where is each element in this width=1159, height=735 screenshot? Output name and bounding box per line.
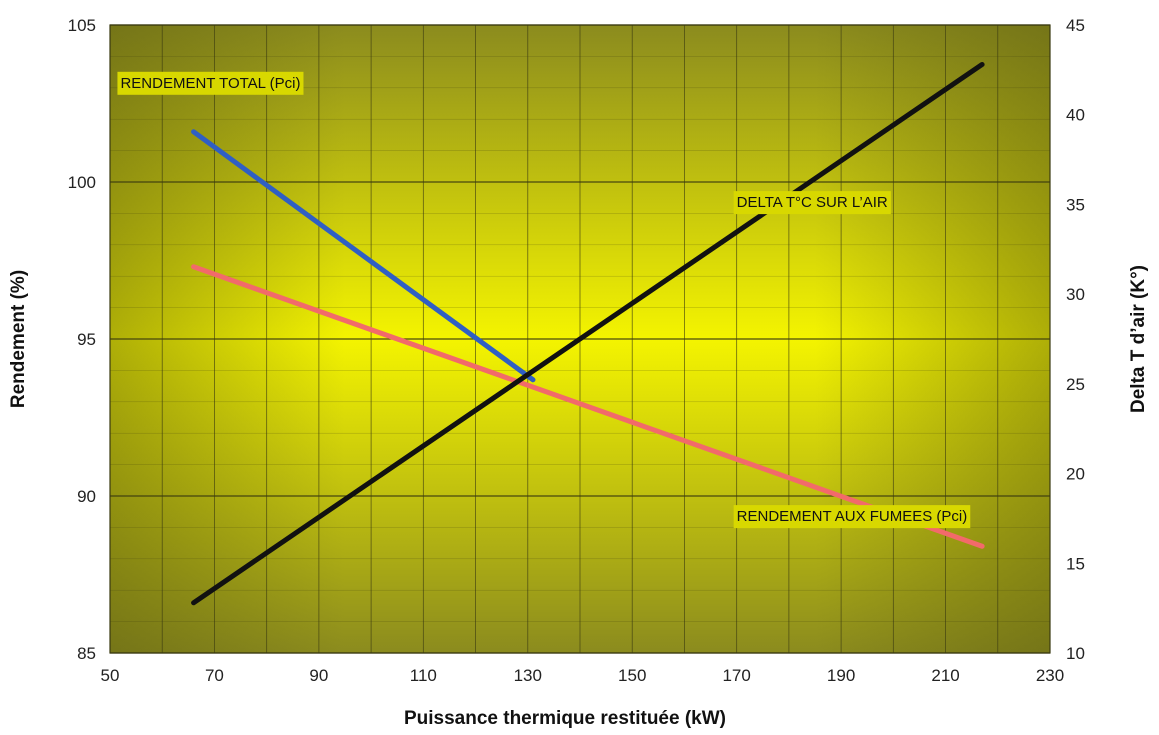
x-tick-label: 190 (827, 666, 855, 685)
annotation-label-bg (733, 505, 971, 529)
annotation-label-bg (733, 191, 891, 215)
annotation-label: RENDEMENT TOTAL (Pci) (120, 75, 300, 92)
y2-tick-label: 15 (1066, 554, 1085, 573)
series-layer (191, 61, 985, 606)
x-tick-label: 90 (309, 666, 328, 685)
y-tick-label: 95 (77, 330, 96, 349)
x-axis-title: Puissance thermique restituée (kW) (404, 708, 726, 729)
y2-tick-label: 25 (1066, 375, 1085, 394)
annotation-layer: RENDEMENT TOTAL (Pci) DELTA T°C SUR L’AIR… (117, 71, 971, 529)
y2-tick-label: 20 (1066, 465, 1085, 484)
annotation-label: DELTA T°C SUR L’AIR (737, 194, 888, 211)
grid-layer (109, 24, 1051, 654)
y2-tick-label: 35 (1066, 195, 1085, 214)
x-tick-label: 110 (410, 666, 437, 685)
x-tick-label: 150 (618, 666, 646, 685)
y2-tick-label: 10 (1066, 644, 1085, 663)
x-tick-label: 50 (101, 666, 120, 685)
series-line-1 (191, 264, 985, 549)
y-tick-label: 105 (68, 16, 96, 35)
y2-tick-label: 40 (1066, 106, 1085, 125)
series-line-0 (191, 129, 536, 383)
y2-tick-label: 30 (1066, 285, 1085, 304)
tick-layer: 50 70 90 110 130 150 170 190 210 230 85 90 95 100 105 1… (68, 16, 1085, 685)
y2-tick-label: 45 (1066, 16, 1085, 35)
x-tick-label: 230 (1036, 666, 1064, 685)
x-tick-label: 210 (931, 666, 959, 685)
series-line-2 (191, 61, 985, 606)
y-tick-label: 85 (77, 644, 96, 663)
annotation-label-bg (117, 71, 304, 95)
y-tick-label: 100 (68, 173, 96, 192)
x-tick-label: 170 (722, 666, 750, 685)
annotation-label: RENDEMENT AUX FUMEES (Pci) (737, 508, 968, 525)
plot-border (109, 24, 1051, 654)
x-tick-label: 130 (514, 666, 542, 685)
y-tick-label: 90 (77, 487, 96, 506)
y2-axis-title: Delta T d’air (K°) (1128, 265, 1149, 413)
x-tick-label: 70 (205, 666, 224, 685)
y-axis-title: Rendement (%) (8, 270, 29, 408)
